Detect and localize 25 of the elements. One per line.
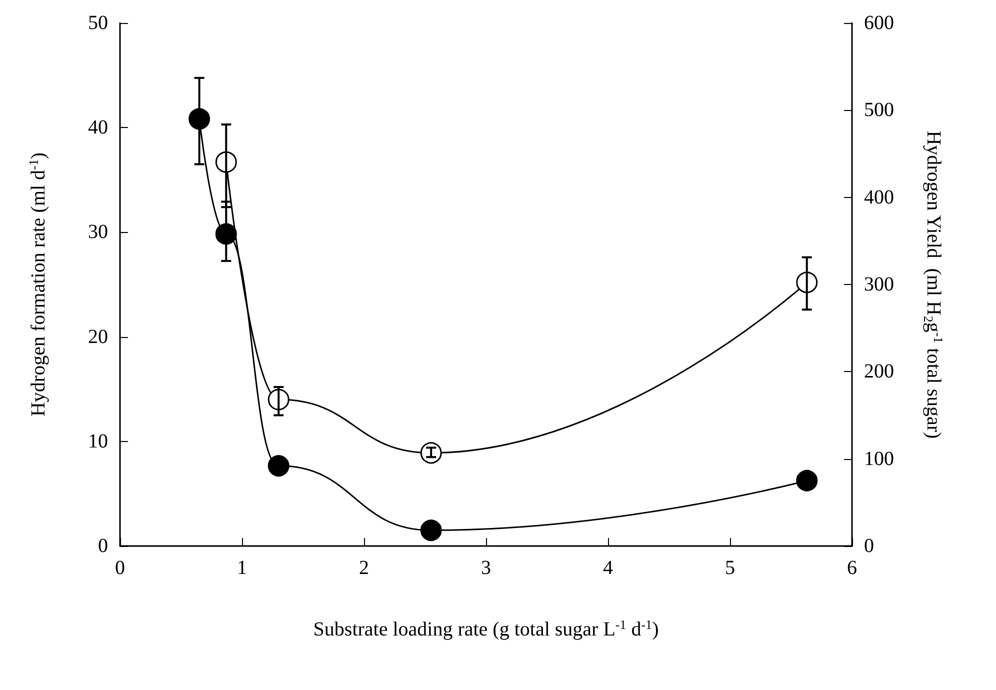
y-tick-label: 50 <box>88 12 108 34</box>
y2-tick-label: 500 <box>864 99 894 122</box>
y2-tick-label: 100 <box>864 448 894 470</box>
y2-tick-label: 0 <box>864 535 874 557</box>
y2-tick-label: 300 <box>864 274 894 296</box>
y-tick-label: 10 <box>88 430 108 452</box>
x-tick-label: 2 <box>359 557 369 579</box>
y2-tick-label: 600 <box>864 12 894 34</box>
y-tick-label: 0 <box>98 535 108 557</box>
point <box>420 520 442 542</box>
point <box>796 470 818 492</box>
y-axis-title: Hydrogen formation rate (ml d-1) <box>26 152 50 417</box>
point <box>268 455 290 477</box>
x-tick-label: 5 <box>725 557 735 579</box>
y2-tick-label: 200 <box>864 360 894 383</box>
x-tick-label: 1 <box>237 557 247 579</box>
x-tick-label: 4 <box>603 557 613 579</box>
y-tick-label: 30 <box>88 221 108 244</box>
x-tick-label: 6 <box>847 557 857 579</box>
x-tick-label: 3 <box>481 557 491 579</box>
y2-axis-title: Hydrogen Yield (ml H2g-1 total sugar) <box>921 130 946 439</box>
y-tick-label: 40 <box>88 116 108 139</box>
y-tick-label: 20 <box>88 326 108 348</box>
x-tick-label: 0 <box>115 557 125 579</box>
y2-tick-label: 400 <box>864 186 894 208</box>
